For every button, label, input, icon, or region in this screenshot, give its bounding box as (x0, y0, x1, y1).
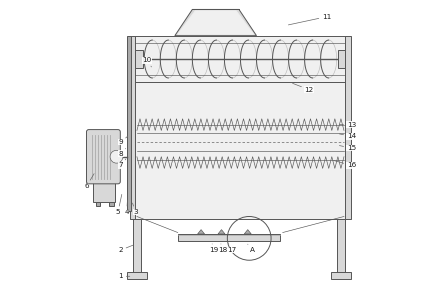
Text: 15: 15 (339, 145, 356, 151)
Polygon shape (198, 230, 205, 234)
FancyBboxPatch shape (134, 36, 347, 82)
Text: A: A (248, 244, 255, 253)
Text: 8: 8 (119, 149, 126, 157)
FancyBboxPatch shape (130, 36, 136, 219)
Text: 16: 16 (334, 160, 356, 168)
Text: 14: 14 (339, 133, 356, 139)
Text: 3: 3 (132, 203, 138, 215)
FancyBboxPatch shape (331, 272, 351, 279)
Text: 12: 12 (293, 83, 314, 93)
Text: 10: 10 (143, 57, 152, 67)
FancyBboxPatch shape (96, 202, 101, 206)
FancyBboxPatch shape (178, 234, 280, 241)
Polygon shape (244, 230, 251, 234)
FancyBboxPatch shape (86, 130, 120, 184)
Text: 1: 1 (119, 273, 130, 279)
FancyBboxPatch shape (136, 50, 143, 68)
Text: 19: 19 (210, 244, 219, 253)
Circle shape (110, 150, 123, 163)
FancyBboxPatch shape (109, 202, 113, 206)
Text: 18: 18 (218, 244, 228, 253)
FancyBboxPatch shape (346, 36, 351, 219)
Text: 2: 2 (119, 245, 133, 253)
Text: 7: 7 (119, 159, 126, 168)
FancyBboxPatch shape (127, 36, 131, 211)
Text: 6: 6 (85, 174, 94, 189)
Text: 4: 4 (124, 200, 129, 215)
FancyBboxPatch shape (134, 82, 347, 219)
Text: 9: 9 (119, 136, 128, 145)
FancyBboxPatch shape (127, 272, 147, 279)
FancyBboxPatch shape (93, 181, 115, 202)
Polygon shape (218, 230, 225, 234)
Text: 11: 11 (288, 14, 331, 25)
FancyBboxPatch shape (337, 219, 346, 272)
Polygon shape (175, 9, 256, 36)
FancyBboxPatch shape (132, 219, 141, 272)
Text: 17: 17 (227, 244, 236, 253)
FancyBboxPatch shape (338, 50, 346, 68)
Polygon shape (178, 11, 253, 34)
Text: 13: 13 (339, 122, 356, 128)
Text: 5: 5 (116, 195, 122, 215)
